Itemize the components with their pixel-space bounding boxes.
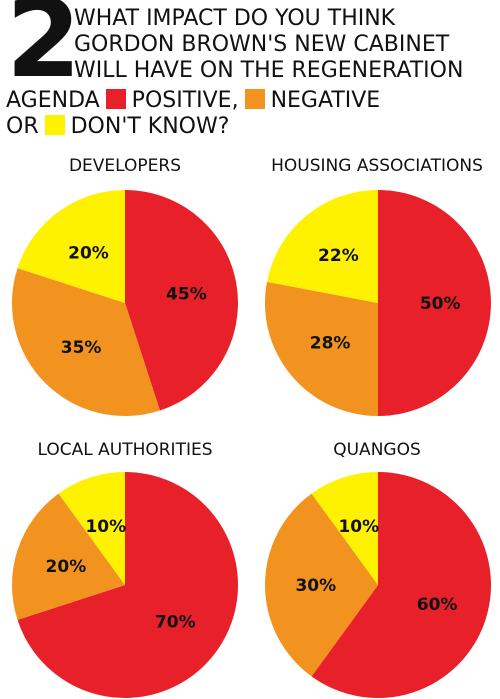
housing-associations-negative-slice	[264, 281, 378, 416]
positive-legend-label: POSITIVE,	[131, 88, 239, 113]
local-authorities-dont-know-slice	[58, 472, 125, 585]
quangos-negative-label: 30%	[295, 576, 336, 596]
housing-associations-positive-label: 50%	[420, 294, 461, 314]
local-authorities-positive-label: 70%	[155, 613, 196, 633]
local-authorities-title: LOCAL AUTHORITIES	[37, 440, 213, 460]
developers-dont-know-slice	[17, 190, 125, 303]
positive-swatch	[105, 89, 126, 109]
housing-associations-dont-know-slice	[267, 190, 378, 303]
quangos-pie-chart: 60% 30% 10%	[264, 472, 491, 698]
quangos-positive-slice	[311, 472, 491, 698]
local-authorities-negative-label: 20%	[46, 557, 87, 577]
developers-title: DEVELOPERS	[68, 156, 182, 176]
developers-negative-label: 35%	[61, 338, 102, 358]
dont-know-swatch	[44, 115, 65, 135]
negative-legend-label: NEGATIVE	[270, 88, 381, 113]
quangos-dont-know-slice	[311, 472, 378, 585]
quangos-positive-label: 60%	[417, 595, 458, 615]
question-number: 2	[6, 0, 81, 102]
local-authorities-dont-know-label: 10%	[85, 517, 126, 537]
developers-dont-know-label: 20%	[68, 244, 109, 264]
question-line-2: GORDON BROWN'S NEW CABINET	[74, 32, 450, 57]
negative-swatch	[244, 89, 265, 109]
question-or-text: OR	[6, 114, 39, 139]
question-line-3: WILL HAVE ON THE REGENERATION	[74, 58, 464, 83]
housing-associations-negative-label: 28%	[310, 334, 351, 354]
quangos-negative-slice	[264, 493, 378, 677]
quangos-title: QUANGOS	[333, 440, 421, 460]
quangos-dont-know-label: 10%	[338, 517, 379, 537]
developers-negative-slice	[11, 268, 160, 417]
question-line-1: WHAT IMPACT DO YOU THINK	[74, 6, 396, 31]
housing-associations-pie-chart: 50% 28% 22%	[264, 190, 491, 416]
local-authorities-positive-slice	[17, 472, 238, 698]
question-line-4: AGENDA POSITIVE, NEGATIVE	[6, 88, 380, 114]
housing-associations-dont-know-label: 22%	[318, 246, 359, 266]
developers-positive-slice	[125, 190, 239, 411]
question-line-5: OR DON'T KNOW?	[6, 114, 229, 140]
dont-know-legend-label: DON'T KNOW?	[70, 114, 230, 139]
question-agenda-text: AGENDA	[6, 88, 100, 113]
local-authorities-negative-slice	[11, 493, 126, 620]
local-authorities-pie-chart: 70% 20% 10%	[11, 472, 238, 698]
housing-associations-positive-slice	[378, 190, 491, 416]
developers-pie-chart: 45% 35% 20%	[11, 190, 239, 417]
housing-associations-title: HOUSING ASSOCIATIONS	[271, 156, 483, 176]
developers-positive-label: 45%	[166, 284, 207, 304]
